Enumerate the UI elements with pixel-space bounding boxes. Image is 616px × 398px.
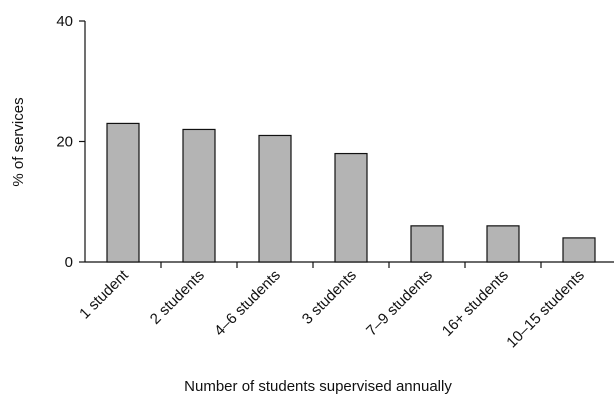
y-tick-label: 0 <box>65 254 73 271</box>
bar <box>182 128 216 263</box>
x-tick-label: 1 student <box>76 266 132 322</box>
x-tick-label: 2 students <box>147 267 208 328</box>
x-axis: 1 student 2 students 4–6 students 3 student… <box>76 261 614 352</box>
bar <box>258 134 292 263</box>
bar <box>106 122 140 263</box>
bar <box>486 225 520 263</box>
bars <box>106 122 596 263</box>
bar <box>562 237 596 263</box>
x-axis-title: Number of students supervised annually <box>184 378 452 395</box>
y-axis: 0 20 40 <box>56 13 86 271</box>
x-tick-label: 3 students <box>299 267 360 328</box>
y-tick-label: 40 <box>56 13 73 30</box>
x-tick-label: 4–6 students <box>211 267 284 340</box>
y-tick-label: 20 <box>56 134 73 151</box>
y-axis-title: % of services <box>10 97 27 186</box>
x-tick-label: 10–15 students <box>503 267 588 352</box>
bar <box>410 225 444 263</box>
x-tick-label: 7–9 students <box>363 267 436 340</box>
bar <box>334 152 368 263</box>
x-tick-label: 16+ students <box>439 267 512 340</box>
